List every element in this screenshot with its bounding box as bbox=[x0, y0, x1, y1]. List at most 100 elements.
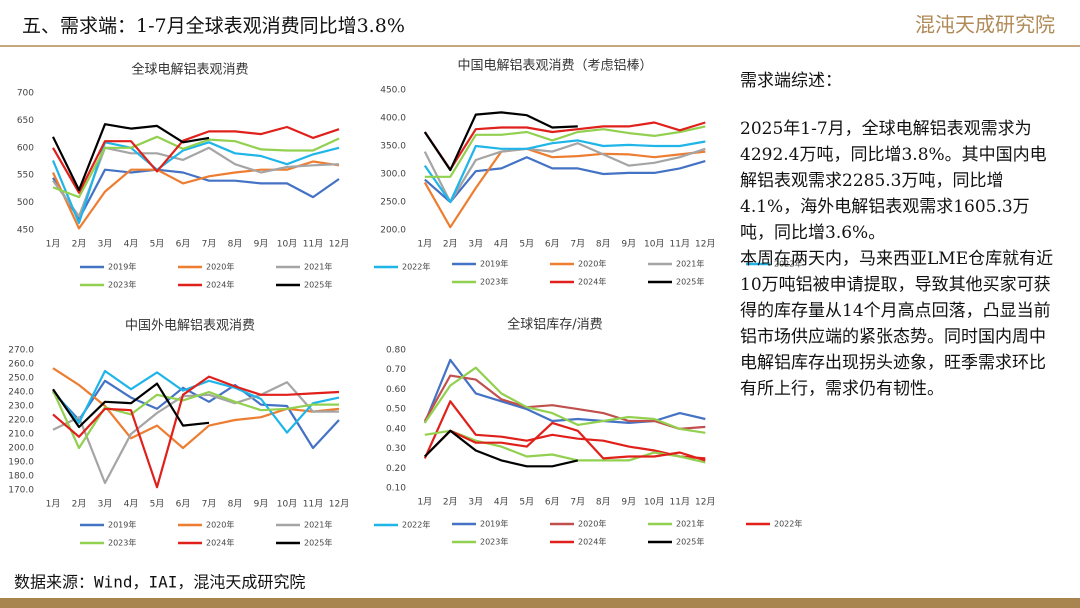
x-tick-label: 8月 bbox=[228, 499, 243, 510]
summary-paragraph: 2025年1-7月，全球电解铝表观需求为4292.4万吨，同比增3.8%。其中国… bbox=[740, 119, 1047, 243]
x-tick-label: 12月 bbox=[695, 239, 715, 250]
legend-label: 2023年 bbox=[108, 538, 136, 548]
x-tick-label: 5月 bbox=[150, 239, 165, 250]
x-tick-label: 10月 bbox=[277, 499, 297, 510]
legend-label: 2025年 bbox=[676, 277, 704, 287]
y-tick-label: 0.60 bbox=[386, 385, 406, 395]
series-line bbox=[52, 375, 340, 489]
legend-label: 2025年 bbox=[676, 537, 704, 547]
slide-title: 五、需求端：1-7月全球表观消费同比增3.8% bbox=[22, 15, 405, 37]
y-tick-label: 300.0 bbox=[380, 170, 406, 180]
x-tick-label: 1月 bbox=[46, 499, 61, 510]
x-tick-label: 6月 bbox=[176, 239, 191, 250]
y-tick-label: 240.0 bbox=[8, 388, 34, 398]
x-tick-label: 4月 bbox=[494, 497, 509, 508]
y-tick-label: 210.0 bbox=[8, 430, 34, 440]
x-tick-label: 9月 bbox=[254, 239, 269, 250]
chart-title: 全球电解铝表观消费 bbox=[131, 62, 248, 78]
chart-title: 中国外电解铝表观消费 bbox=[125, 319, 255, 334]
y-tick-label: 0.70 bbox=[386, 365, 406, 375]
series-line bbox=[423, 111, 578, 172]
x-tick-label: 1月 bbox=[417, 497, 432, 508]
y-tick-label: 0.20 bbox=[386, 464, 406, 474]
series-line bbox=[52, 125, 340, 194]
legend-label: 2020年 bbox=[578, 259, 606, 269]
series-line bbox=[423, 374, 706, 430]
series-line bbox=[423, 366, 706, 434]
legend-label: 2023年 bbox=[108, 280, 136, 290]
series-line bbox=[424, 125, 706, 178]
x-tick-label: 6月 bbox=[176, 499, 191, 510]
series-line bbox=[52, 168, 340, 221]
chart-title: 中国电解铝表观消费（考虑铝棒） bbox=[457, 59, 652, 74]
chart-title: 全球铝库存/消费 bbox=[507, 317, 602, 333]
legend-label: 2023年 bbox=[480, 277, 508, 287]
series-line bbox=[424, 421, 706, 462]
legend-label: 2021年 bbox=[304, 520, 332, 530]
series-line bbox=[423, 358, 706, 424]
y-tick-label: 180.0 bbox=[8, 472, 34, 482]
x-tick-label: 5月 bbox=[519, 239, 534, 250]
legend-label: 2025年 bbox=[304, 280, 332, 290]
legend-label: 2024年 bbox=[578, 537, 606, 547]
legend-label: 2025年 bbox=[304, 538, 332, 548]
legend-label: 2022年 bbox=[774, 259, 802, 269]
x-tick-label: 3月 bbox=[468, 497, 483, 508]
x-tick-label: 9月 bbox=[621, 497, 636, 508]
series-line bbox=[423, 400, 706, 460]
x-tick-label: 6月 bbox=[545, 497, 560, 508]
x-tick-label: 3月 bbox=[468, 239, 483, 250]
y-tick-label: 0.10 bbox=[386, 484, 406, 494]
x-tick-label: 8月 bbox=[596, 497, 611, 508]
x-tick-label: 8月 bbox=[228, 239, 243, 250]
series-line bbox=[423, 121, 706, 171]
source: 数据来源：Wind，IAI，混沌天成研究院 bbox=[14, 573, 305, 592]
y-tick-label: 700 bbox=[17, 89, 34, 99]
legend-label: 2019年 bbox=[480, 519, 508, 529]
y-tick-label: 190.0 bbox=[8, 458, 34, 468]
legend-label: 2021年 bbox=[676, 259, 704, 269]
x-tick-label: 3月 bbox=[98, 499, 113, 510]
x-tick-label: 10月 bbox=[277, 239, 297, 250]
series-line bbox=[52, 135, 340, 199]
x-tick-label: 2月 bbox=[443, 239, 458, 250]
x-tick-label: 11月 bbox=[303, 499, 323, 510]
legend-label: 2024年 bbox=[578, 277, 606, 287]
x-tick-label: 12月 bbox=[695, 497, 715, 508]
y-tick-label: 0.30 bbox=[386, 444, 406, 454]
y-tick-label: 200.0 bbox=[8, 444, 34, 454]
y-tick-label: 0.40 bbox=[386, 424, 406, 434]
x-tick-label: 7月 bbox=[570, 497, 585, 508]
summary-heading: 需求端综述： bbox=[740, 71, 842, 91]
legend-label: 2020年 bbox=[206, 520, 234, 530]
summary: 需求端综述： 2025年1-7月，全球电解铝表观需求为4292.4万吨，同比增3… bbox=[740, 68, 1055, 402]
x-tick-label: 7月 bbox=[570, 239, 585, 250]
x-tick-label: 2月 bbox=[443, 497, 458, 508]
legend-label: 2020年 bbox=[206, 262, 234, 272]
x-tick-label: 1月 bbox=[417, 239, 432, 250]
y-tick-label: 650 bbox=[17, 116, 34, 126]
legend-label: 2023年 bbox=[480, 537, 508, 547]
series-line bbox=[424, 156, 706, 204]
y-tick-label: 0.50 bbox=[386, 405, 406, 415]
legend-label: 2019年 bbox=[108, 520, 136, 530]
x-tick-label: 9月 bbox=[254, 499, 269, 510]
legend-label: 2024年 bbox=[206, 280, 234, 290]
x-tick-label: 2月 bbox=[72, 239, 87, 250]
legend-label: 2019年 bbox=[480, 259, 508, 269]
x-tick-label: 11月 bbox=[303, 239, 323, 250]
x-tick-label: 12月 bbox=[329, 499, 349, 510]
x-tick-label: 6月 bbox=[545, 239, 560, 250]
y-tick-label: 450 bbox=[17, 226, 34, 236]
x-tick-label: 5月 bbox=[150, 499, 165, 510]
series-line bbox=[52, 367, 340, 450]
x-tick-label: 4月 bbox=[124, 499, 139, 510]
x-tick-label: 9月 bbox=[621, 239, 636, 250]
x-tick-label: 10月 bbox=[644, 497, 664, 508]
y-tick-label: 400.0 bbox=[380, 114, 406, 124]
y-tick-label: 600 bbox=[17, 143, 34, 153]
y-tick-label: 350.0 bbox=[380, 142, 406, 152]
series-line bbox=[423, 147, 706, 229]
footer-bar bbox=[0, 598, 1080, 608]
